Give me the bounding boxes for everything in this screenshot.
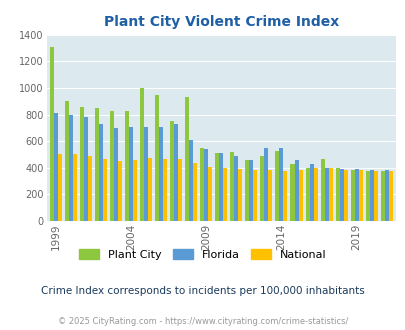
Bar xyxy=(253,170,257,221)
Bar xyxy=(64,101,68,221)
Bar xyxy=(234,156,238,221)
Bar xyxy=(350,171,354,221)
Bar xyxy=(178,159,182,221)
Text: Crime Index corresponds to incidents per 100,000 inhabitants: Crime Index corresponds to incidents per… xyxy=(41,286,364,296)
Bar xyxy=(99,124,102,221)
Bar xyxy=(80,107,83,221)
Bar xyxy=(163,158,167,221)
Bar xyxy=(117,160,121,221)
Bar xyxy=(53,113,58,221)
Bar xyxy=(68,115,72,221)
Bar xyxy=(58,154,62,221)
Bar xyxy=(159,126,163,221)
Bar xyxy=(193,163,197,221)
Bar xyxy=(185,97,189,221)
Bar xyxy=(200,148,204,221)
Bar xyxy=(155,95,159,221)
Bar xyxy=(110,111,114,221)
Bar xyxy=(305,168,309,221)
Bar xyxy=(268,171,272,221)
Bar xyxy=(174,124,178,221)
Bar xyxy=(320,158,324,221)
Bar xyxy=(335,168,339,221)
Bar xyxy=(72,154,77,221)
Bar xyxy=(354,169,358,221)
Bar xyxy=(388,171,392,221)
Bar xyxy=(279,148,283,221)
Bar xyxy=(204,148,208,221)
Bar xyxy=(309,164,313,221)
Bar xyxy=(380,171,384,221)
Bar xyxy=(83,117,87,221)
Bar xyxy=(275,150,279,221)
Bar xyxy=(283,171,287,221)
Bar xyxy=(290,164,294,221)
Title: Plant City Violent Crime Index: Plant City Violent Crime Index xyxy=(103,15,338,29)
Bar xyxy=(238,169,242,221)
Bar xyxy=(384,171,388,221)
Bar xyxy=(313,169,317,221)
Bar xyxy=(365,171,369,221)
Bar xyxy=(358,171,362,221)
Bar xyxy=(133,160,136,221)
Bar xyxy=(215,153,219,221)
Bar xyxy=(298,170,302,221)
Bar xyxy=(95,108,99,221)
Legend: Plant City, Florida, National: Plant City, Florida, National xyxy=(79,249,326,260)
Bar xyxy=(339,169,343,221)
Bar xyxy=(260,156,264,221)
Bar xyxy=(369,170,373,221)
Bar xyxy=(129,126,133,221)
Bar xyxy=(208,167,212,221)
Bar xyxy=(294,160,298,221)
Bar xyxy=(189,140,193,221)
Bar xyxy=(49,47,53,221)
Bar xyxy=(328,169,332,221)
Bar xyxy=(140,88,144,221)
Bar xyxy=(245,160,249,221)
Bar xyxy=(373,171,377,221)
Bar xyxy=(264,148,268,221)
Bar xyxy=(114,128,117,221)
Bar xyxy=(102,158,107,221)
Bar xyxy=(148,158,151,221)
Bar xyxy=(219,152,223,221)
Bar xyxy=(324,168,328,221)
Bar xyxy=(249,160,253,221)
Bar xyxy=(144,126,148,221)
Text: © 2025 CityRating.com - https://www.cityrating.com/crime-statistics/: © 2025 CityRating.com - https://www.city… xyxy=(58,317,347,326)
Bar xyxy=(230,152,234,221)
Bar xyxy=(125,111,129,221)
Bar xyxy=(343,170,347,221)
Bar xyxy=(170,121,174,221)
Bar xyxy=(87,156,92,221)
Bar xyxy=(223,169,227,221)
